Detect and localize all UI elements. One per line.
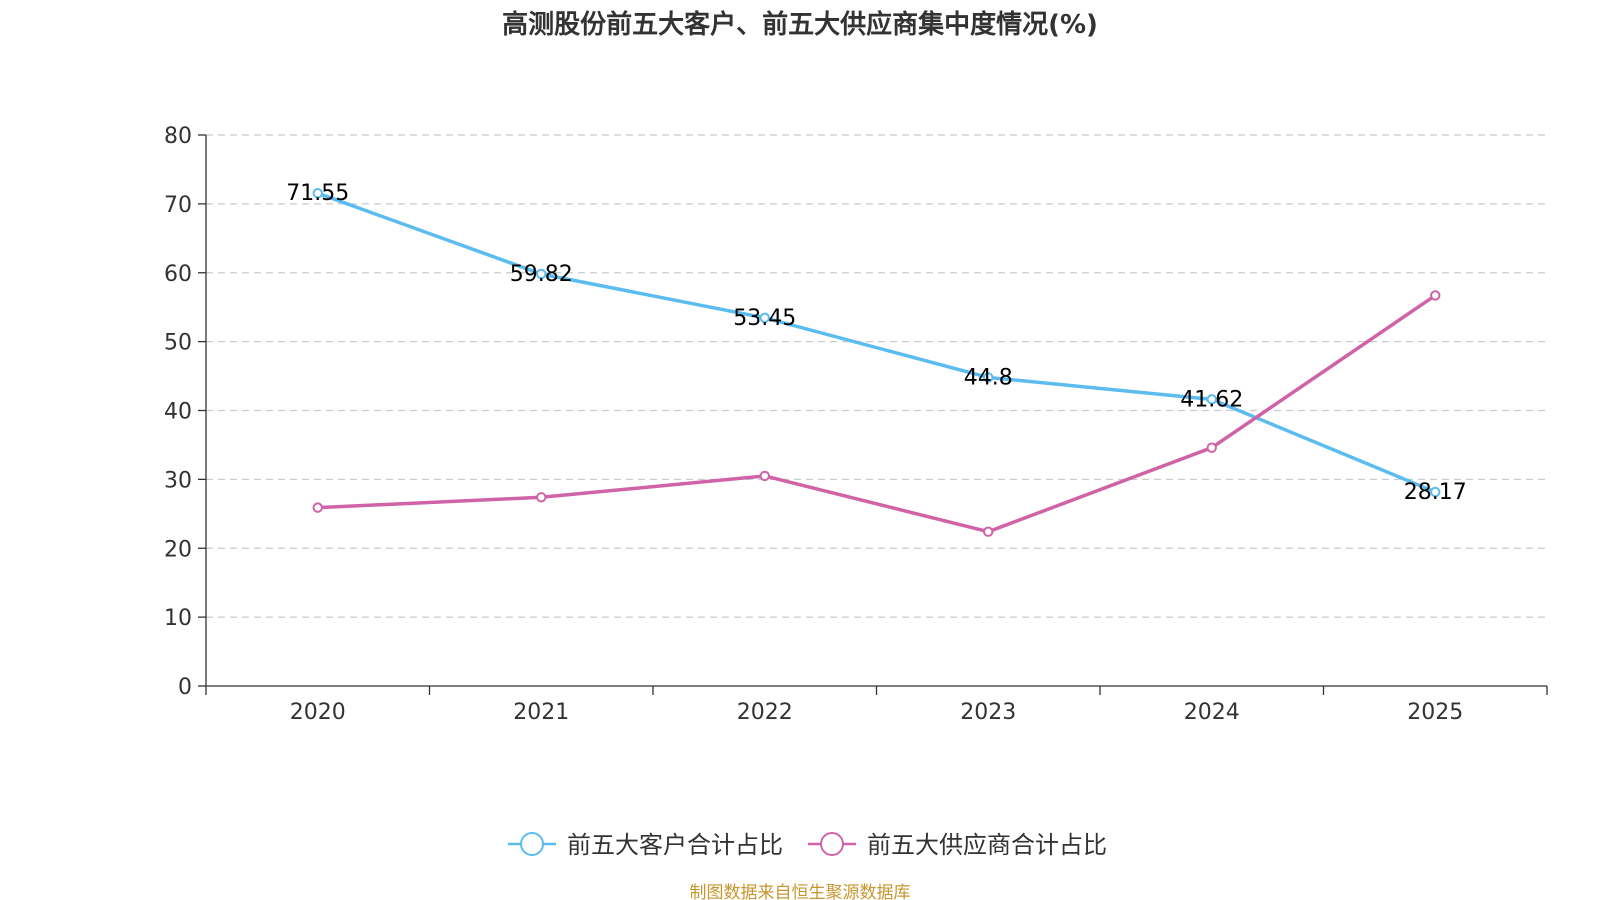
- data-point: [759, 312, 770, 324]
- legend-circle-icon: [520, 832, 544, 856]
- axes: 0 10 20 30 40 50 60 70 80 2020 2021 2022 2023 2024 202…: [164, 124, 1548, 725]
- x-tick-label: 2025: [1407, 700, 1463, 725]
- source-note: 制图数据来自恒生聚源数据库: [690, 883, 911, 900]
- x-tick-label: 2024: [1184, 700, 1240, 725]
- x-tick-label: 2020: [290, 700, 346, 725]
- data-point: [1430, 290, 1441, 301]
- y-tick-label: 70: [164, 193, 192, 218]
- series-line-0: [317, 191, 1436, 494]
- legend-item[interactable]: 前五大客户合计占比: [508, 831, 783, 859]
- legend-item[interactable]: 前五大供应商合计占比: [808, 831, 1107, 859]
- data-label: 28.17: [1404, 480, 1467, 505]
- y-tick-label: 30: [164, 468, 192, 493]
- x-tick-label: 2021: [513, 700, 569, 725]
- data-point: [983, 372, 994, 383]
- y-tick-label: 80: [164, 124, 192, 149]
- legend-label: 前五大客户合计占比: [567, 831, 783, 859]
- x-tick-label: 2023: [960, 700, 1016, 725]
- series-line-1: [317, 294, 1437, 534]
- y-tick-label: 40: [164, 400, 192, 425]
- data-label: 44.8: [964, 365, 1013, 390]
- data-point: [536, 492, 547, 503]
- data-label: 71.55: [286, 181, 349, 206]
- grid: [206, 134, 1547, 618]
- data-point: [1206, 394, 1217, 405]
- x-tick-label: 2022: [737, 700, 793, 725]
- legend-label: 前五大供应商合计占比: [867, 831, 1107, 859]
- data-point: [536, 268, 547, 280]
- y-tick-label: 50: [164, 331, 192, 356]
- series-layer: [312, 187, 1441, 537]
- chart-title: 高测股份前五大客户、前五大供应商集中度情况(%): [502, 9, 1098, 40]
- y-tick-label: 60: [164, 262, 192, 287]
- data-label: 53.45: [733, 306, 796, 331]
- data-label: 59.82: [510, 262, 573, 287]
- data-point: [1206, 442, 1217, 453]
- data-point: [1430, 486, 1441, 498]
- data-label: 41.62: [1180, 387, 1243, 412]
- y-tick-label: 10: [164, 606, 192, 631]
- data-point: [983, 526, 994, 537]
- data-point: [312, 187, 323, 199]
- data-point: [759, 470, 770, 482]
- legend: 前五大客户合计占比 前五大供应商合计占比: [508, 831, 1107, 859]
- legend-circle-icon: [820, 832, 844, 856]
- data-point: [312, 502, 323, 513]
- y-tick-label: 0: [178, 675, 192, 700]
- data-labels: 71.55 59.82 53.45 44.8 41.62 28.17: [286, 181, 1466, 505]
- y-tick-label: 20: [164, 537, 192, 562]
